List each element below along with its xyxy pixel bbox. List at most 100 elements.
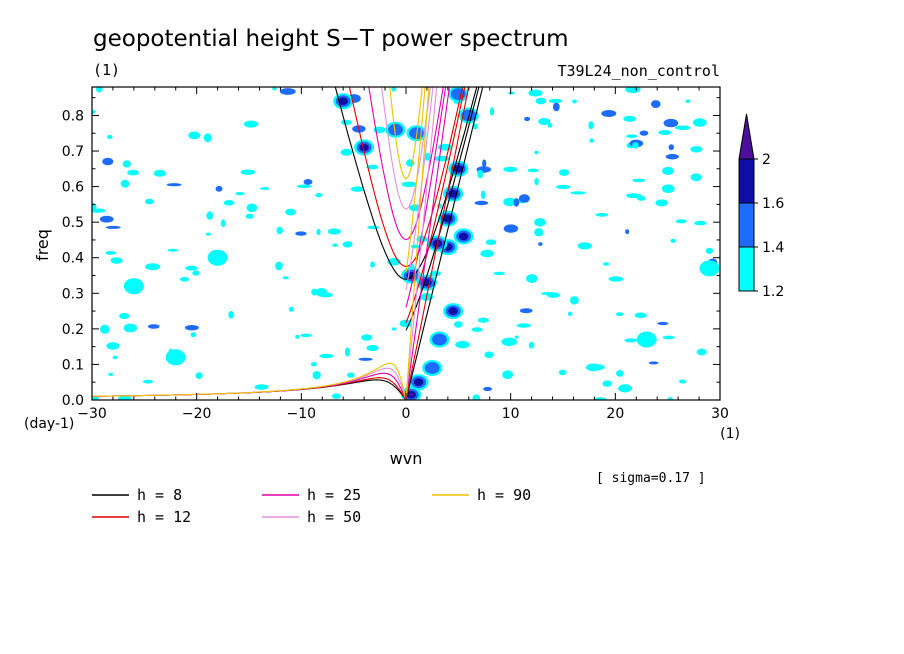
noise-speck [340,119,352,125]
peak-contour [165,349,186,366]
spectral-peak [636,331,657,348]
spectral-peak [165,349,186,366]
noise-speck [589,138,594,143]
noise-speck [528,89,543,97]
noise-speck [92,109,96,114]
noise-speck [570,191,586,195]
colorbar-label: 2 [762,152,771,168]
mrg-wave-line [405,87,426,273]
noise-speck [350,186,364,192]
noise-speck [489,107,495,116]
noise-speck [502,370,513,380]
x-tick-label: 0 [402,406,411,422]
inertia-gravity-line [389,87,423,180]
sigma-note: [ sigma=0.17 ] [596,471,706,486]
noise-speck [668,144,674,151]
legend-label: h = 25 [307,486,361,504]
noise-speck [577,242,592,250]
noise-speck [538,118,551,125]
noise-speck [685,99,691,103]
noise-speck [366,344,379,352]
noise-speck [288,306,294,312]
legend-label: h = 50 [307,508,361,526]
noise-speck [311,288,318,296]
noise-speck [122,160,131,168]
colorbar-arrow [738,113,755,160]
x-tick-label: 10 [502,406,520,422]
noise-speck [670,238,676,243]
noise-speck [541,292,556,295]
noise-speck [655,199,668,207]
y-tick-label: 0.5 [62,215,84,231]
noise-speck [657,321,669,326]
noise-speck [662,166,674,175]
noise-speck [534,218,546,227]
peak-contour [448,307,458,315]
noise-speck [516,323,532,328]
spectral-peak [207,249,228,266]
noise-speck [429,270,441,277]
noise-speck [123,323,138,333]
noise-speck [203,133,212,143]
noise-speck [705,247,714,254]
colorbar-segment [738,246,755,292]
noise-speck [243,120,259,128]
noise-speck [167,248,178,252]
noise-speck [503,224,519,233]
noise-speck [472,394,481,400]
noise-speck [508,91,515,95]
colorbar-label: 1.4 [762,240,784,256]
noise-speck [228,311,234,319]
noise-speck [215,185,223,192]
noise-speck [117,395,132,400]
peak-contour [699,260,720,277]
noise-speck [327,228,341,235]
noise-speck [315,288,328,297]
noise-speck [179,277,190,282]
noise-speck [260,187,270,190]
spectral-peak [448,87,469,103]
noise-speck [474,200,489,206]
noise-speck [675,125,691,131]
noise-speck [526,274,538,283]
noise-speck [254,384,269,390]
kelvin-wave-line [405,87,484,400]
kelvin-wave-line [405,87,470,400]
peak-contour [409,392,414,397]
peak-contour [359,143,369,152]
x-axis-label: wvn [390,449,423,468]
noise-speck [632,178,646,183]
noise-speck [559,169,570,176]
noise-speck [184,325,199,331]
x-tick-label: −10 [287,406,317,422]
noise-speck [195,372,203,379]
noise-speck [367,225,380,230]
noise-speck [548,98,563,104]
noise-speck [332,243,338,247]
noise-speck [145,198,154,205]
x-tick-label: 30 [711,406,729,422]
noise-speck [477,169,484,179]
noise-speck [602,380,612,387]
peak-contour [636,331,657,348]
noise-speck [401,181,417,187]
noise-speck [602,262,610,266]
run-label: T39L24_non_control [557,62,720,80]
peak-contour [207,249,228,266]
noise-speck [527,168,539,173]
noise-speck [295,231,307,236]
y-tick-label: 0.2 [62,322,84,338]
noise-speck [316,228,321,236]
noise-speck [297,184,312,189]
noise-speck [692,118,707,127]
noise-speck [127,169,139,176]
x-tick-label: 20 [606,406,624,422]
noise-speck [391,327,397,331]
dispersion-curves [92,87,484,400]
noise-speck [696,348,707,356]
noise-speck [518,194,530,203]
noise-speck [347,372,355,378]
noise-speck [625,229,630,235]
noise-speck [534,150,539,155]
